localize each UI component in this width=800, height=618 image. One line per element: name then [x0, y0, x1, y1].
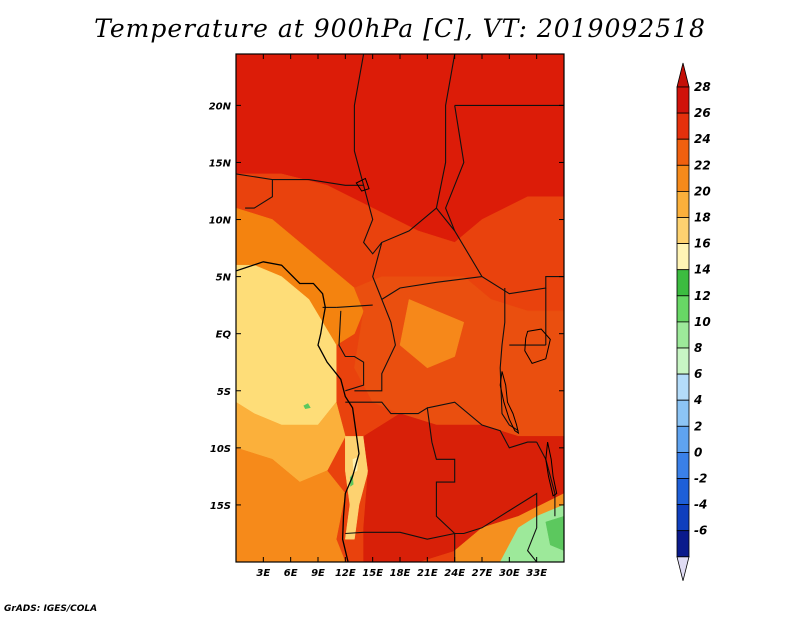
border-line: [236, 173, 273, 209]
colorbar-swatch: [676, 373, 690, 401]
colorbar-label: 26: [694, 106, 711, 120]
colorbar-label: 28: [694, 80, 711, 94]
colorbar-label: 18: [694, 211, 711, 225]
x-tick-label: 33E: [526, 568, 547, 579]
x-tick-label: 6E: [284, 568, 298, 579]
colorbar-label: 8: [694, 341, 702, 355]
grads-credit: GrADS: IGES/COLA: [4, 604, 98, 614]
lake-outline: [524, 328, 551, 365]
colorbar-swatch: [676, 164, 690, 192]
border-line: [353, 54, 456, 255]
colorbar-swatch: [676, 399, 690, 427]
latitude-axis: 20N 15N 10N 5N EQ 5S 10S 15S: [209, 101, 564, 512]
border-line: [427, 401, 537, 449]
colorbar-label: 12: [694, 289, 711, 303]
border-line: [272, 179, 364, 186]
colorbar-swatch: [676, 321, 690, 349]
border-line: [372, 242, 483, 301]
colorbar-label: 22: [694, 158, 711, 172]
colorbar-swatch: [676, 86, 690, 114]
y-tick-label: 15S: [210, 501, 231, 512]
colorbar-label: 20: [694, 184, 711, 198]
colorbar-label: 2: [694, 419, 702, 433]
colorbar-label: 16: [694, 237, 711, 251]
map-title: Temperature at 900hPa [C], VT: 201909251…: [94, 14, 706, 43]
coastline: [236, 261, 360, 562]
border-line: [354, 299, 396, 392]
colorbar-swatch: [676, 478, 690, 506]
border-line: [345, 401, 456, 534]
colorbar-swatch: [676, 190, 690, 218]
border-line: [499, 288, 519, 432]
x-tick-label: 21E: [417, 568, 438, 579]
colorbar-swatch: [676, 530, 690, 558]
x-tick-label: 30E: [499, 568, 520, 579]
y-tick-label: 5S: [217, 387, 231, 398]
y-tick-label: 5N: [216, 273, 232, 284]
temp-region-south-east-cool: [499, 504, 564, 562]
x-tick-label: 24E: [444, 568, 465, 579]
x-tick-label: 3E: [256, 568, 270, 579]
colorbar-label: 24: [694, 132, 711, 146]
colorbar-label: -4: [694, 498, 707, 512]
border-line: [338, 310, 365, 392]
colorbar-bottom-arrow: [676, 556, 690, 581]
border-line: [345, 531, 455, 540]
colorbar-swatch: [676, 504, 690, 532]
lake-outline: [499, 371, 520, 435]
colorbar-swatch: [676, 243, 690, 271]
colorbar-label: 14: [694, 263, 711, 277]
colorbar-swatch: [676, 425, 690, 453]
colorbar-label: 4: [693, 393, 702, 407]
border-line: [435, 207, 456, 232]
colorbar-top-arrow: [676, 62, 690, 88]
lake-outline: [545, 441, 558, 497]
y-tick-label: 10S: [210, 444, 231, 455]
lake-outline: [355, 177, 370, 192]
colorbar-swatch: [676, 138, 690, 166]
colorbar-swatch: [676, 217, 690, 245]
y-tick-label: 20N: [209, 101, 232, 112]
colorbar-swatch: [676, 269, 690, 297]
y-tick-label: 15N: [209, 158, 232, 169]
colorbar-swatch: [676, 295, 690, 323]
colorbar-label: 10: [694, 315, 711, 329]
x-tick-label: 18E: [390, 568, 411, 579]
colorbar-swatch: [676, 451, 690, 479]
temp-region-congo-basin-warm: [399, 299, 465, 369]
x-tick-label: 12E: [335, 568, 356, 579]
x-tick-label: 9E: [311, 568, 325, 579]
coastline-line: [236, 261, 360, 562]
x-tick-label: 15E: [362, 568, 383, 579]
border-line: [536, 441, 556, 517]
colorbar-swatch: [676, 347, 690, 375]
temp-region-south-east-coolest: [545, 516, 564, 551]
y-tick-label: EQ: [216, 330, 232, 341]
colorbar-swatch: [676, 112, 690, 140]
colorbar-label: -6: [694, 524, 707, 538]
temperature-fill-layer: [236, 54, 564, 562]
green-patch-south-atlantic: [303, 403, 311, 409]
longitude-axis: 3E 6E 9E 12E 15E 18E 21E 24E 27E 30E 33E: [256, 54, 547, 579]
border-line: [454, 492, 538, 562]
country-borders: [236, 54, 564, 562]
x-tick-label: 27E: [472, 568, 493, 579]
colorbar-label: -2: [694, 472, 707, 486]
colorbar-label: 0: [694, 445, 702, 459]
colorbar-label: 6: [694, 367, 702, 381]
y-tick-label: 10N: [209, 216, 232, 227]
border-line: [336, 304, 373, 308]
